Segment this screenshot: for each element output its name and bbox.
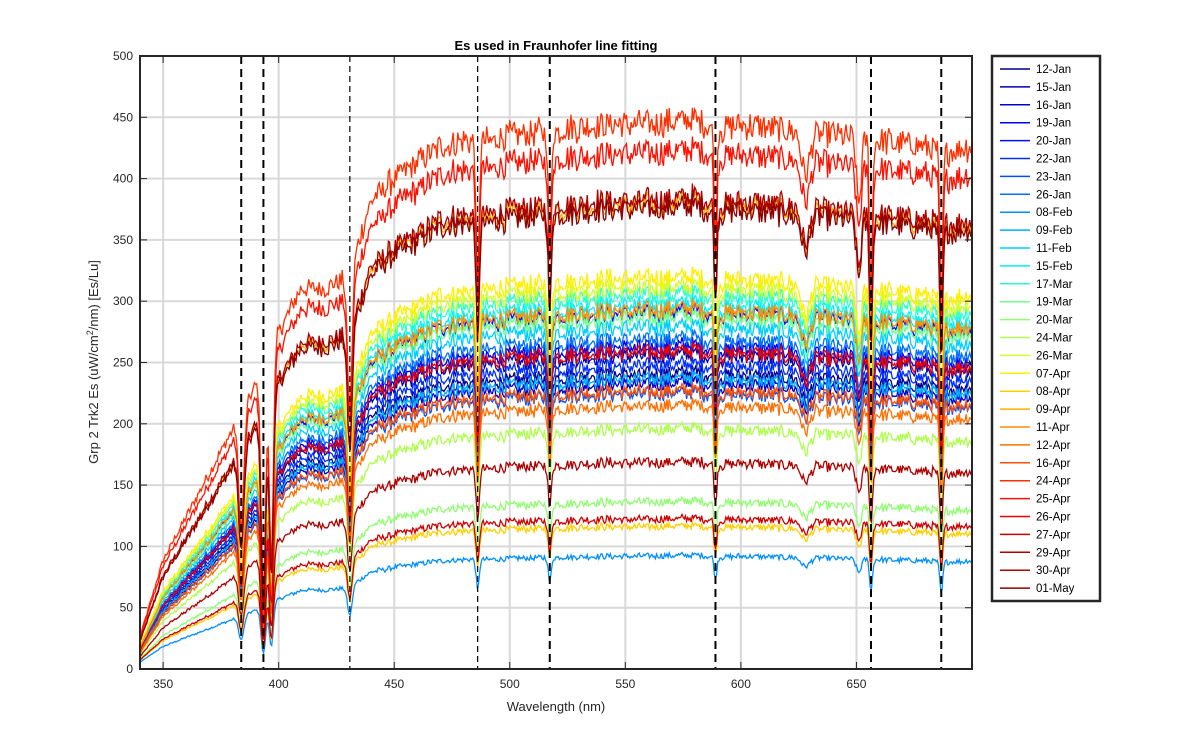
y-tick-label: 150: [113, 478, 133, 492]
series-line-12-Apr: [139, 397, 973, 654]
legend-entry: 22-Jan: [1036, 154, 1071, 166]
series-line-01-May: [139, 193, 973, 642]
series-line-20-Mar: [139, 495, 973, 660]
legend-entry: 11-Apr: [1036, 422, 1070, 434]
legend-entry: 23-Jan: [1036, 171, 1071, 183]
x-tick-label: 600: [731, 677, 751, 691]
x-tick-label: 650: [846, 677, 866, 691]
legend-entry: 16-Apr: [1036, 458, 1071, 470]
series-line-25-Apr: [139, 136, 973, 639]
y-axis-label-prefix: Grp 2 Trk2 Es (uW/cm: [86, 335, 101, 464]
series-line-19-Jan: [139, 336, 973, 650]
legend-entry: 20-Jan: [1036, 136, 1071, 148]
y-tick-label: 100: [113, 539, 133, 553]
x-tick-label: 500: [500, 677, 520, 691]
legend-entry: 20-Mar: [1036, 315, 1073, 327]
series-line-08-Feb: [139, 550, 973, 663]
legend-entry: 08-Feb: [1036, 207, 1072, 219]
series-line-11-Feb: [139, 316, 973, 649]
legend-entry: 09-Feb: [1036, 225, 1072, 237]
x-tick-label: 400: [269, 677, 289, 691]
legend: 12-Jan 15-Jan 16-Jan 19-Jan 20-Jan 22-Jan 23-J…: [990, 54, 1102, 603]
series-line-11-Apr: [139, 298, 973, 648]
legend-box: [990, 54, 1102, 603]
x-axis-label: Wavelength (nm): [507, 699, 606, 714]
series-line-26-Jan: [139, 328, 973, 650]
legend-entry: 01-May: [1036, 583, 1075, 595]
legend-entry: 07-Apr: [1036, 368, 1071, 380]
y-tick-label: 450: [113, 110, 133, 124]
legend-entry: 26-Jan: [1036, 189, 1071, 201]
legend-entry: 26-Apr: [1036, 512, 1071, 524]
series-line-22-Jan: [139, 354, 973, 652]
legend-entry: 30-Apr: [1036, 565, 1071, 577]
y-tick-label: 400: [113, 172, 133, 186]
series-line-17-Mar: [139, 284, 973, 647]
legend-entry: 15-Feb: [1036, 261, 1072, 273]
x-tick-label: 350: [153, 677, 173, 691]
legend-entry: 19-Jan: [1036, 118, 1071, 130]
y-tick-label: 350: [113, 233, 133, 247]
legend-entry: 08-Apr: [1036, 386, 1071, 398]
y-axis-label-suffix: /nm) [Es/Lu]: [86, 260, 101, 330]
series-line-07-Apr: [139, 266, 973, 646]
series-line-24-Apr: [139, 107, 973, 637]
x-tick-label: 550: [615, 677, 635, 691]
plot-area: [139, 55, 973, 670]
series-line-16-Apr: [139, 382, 973, 653]
legend-entry: 24-Mar: [1036, 333, 1073, 345]
series-line-27-Apr: [139, 512, 973, 661]
legend-entry: 27-Apr: [1036, 529, 1071, 541]
legend-entry: 15-Jan: [1036, 82, 1071, 94]
series-line-12-Jan: [139, 363, 973, 652]
series-line-29-Apr: [139, 455, 973, 657]
series-line-26-Mar: [139, 274, 973, 647]
y-tick-label: 300: [113, 294, 133, 308]
legend-entry: 11-Feb: [1036, 243, 1072, 255]
chart-title: Es used in Fraunhofer line fitting: [455, 38, 658, 53]
legend-entry: 12-Jan: [1036, 64, 1071, 76]
series-line-09-Feb: [139, 369, 973, 652]
x-tick-label: 450: [384, 677, 404, 691]
y-axis-label-superscript: 2: [85, 330, 95, 335]
legend-entry: 29-Apr: [1036, 547, 1071, 559]
series-line-24-Mar: [139, 420, 973, 656]
legend-entry: 26-Mar: [1036, 350, 1073, 362]
series-line-16-Jan: [139, 373, 973, 653]
series-line-26-Apr: [139, 341, 973, 651]
y-axis-label: Grp 2 Trk2 Es (uW/cm2/nm) [Es/Lu]: [85, 260, 101, 464]
axes: 350 400 450 500 550 600 650 0 50 100 150 200 250 300 3…: [113, 49, 973, 691]
legend-entry: 19-Mar: [1036, 297, 1073, 309]
legend-entry: 16-Jan: [1036, 100, 1071, 112]
series-line-19-Mar: [139, 306, 973, 649]
legend-entry: 12-Apr: [1036, 440, 1071, 452]
legend-entry: 24-Apr: [1036, 476, 1071, 488]
series-line-08-Apr: [139, 519, 973, 661]
y-tick-label: 250: [113, 356, 133, 370]
y-tick-label: 200: [113, 417, 133, 431]
legend-entry: 25-Apr: [1036, 494, 1071, 506]
legend-entry: 09-Apr: [1036, 404, 1071, 416]
series-line-30-Apr: [139, 183, 973, 642]
y-tick-label: 0: [126, 662, 133, 676]
y-tick-label: 50: [120, 601, 134, 615]
legend-entry: 17-Mar: [1036, 279, 1073, 291]
y-tick-label: 500: [113, 49, 133, 63]
